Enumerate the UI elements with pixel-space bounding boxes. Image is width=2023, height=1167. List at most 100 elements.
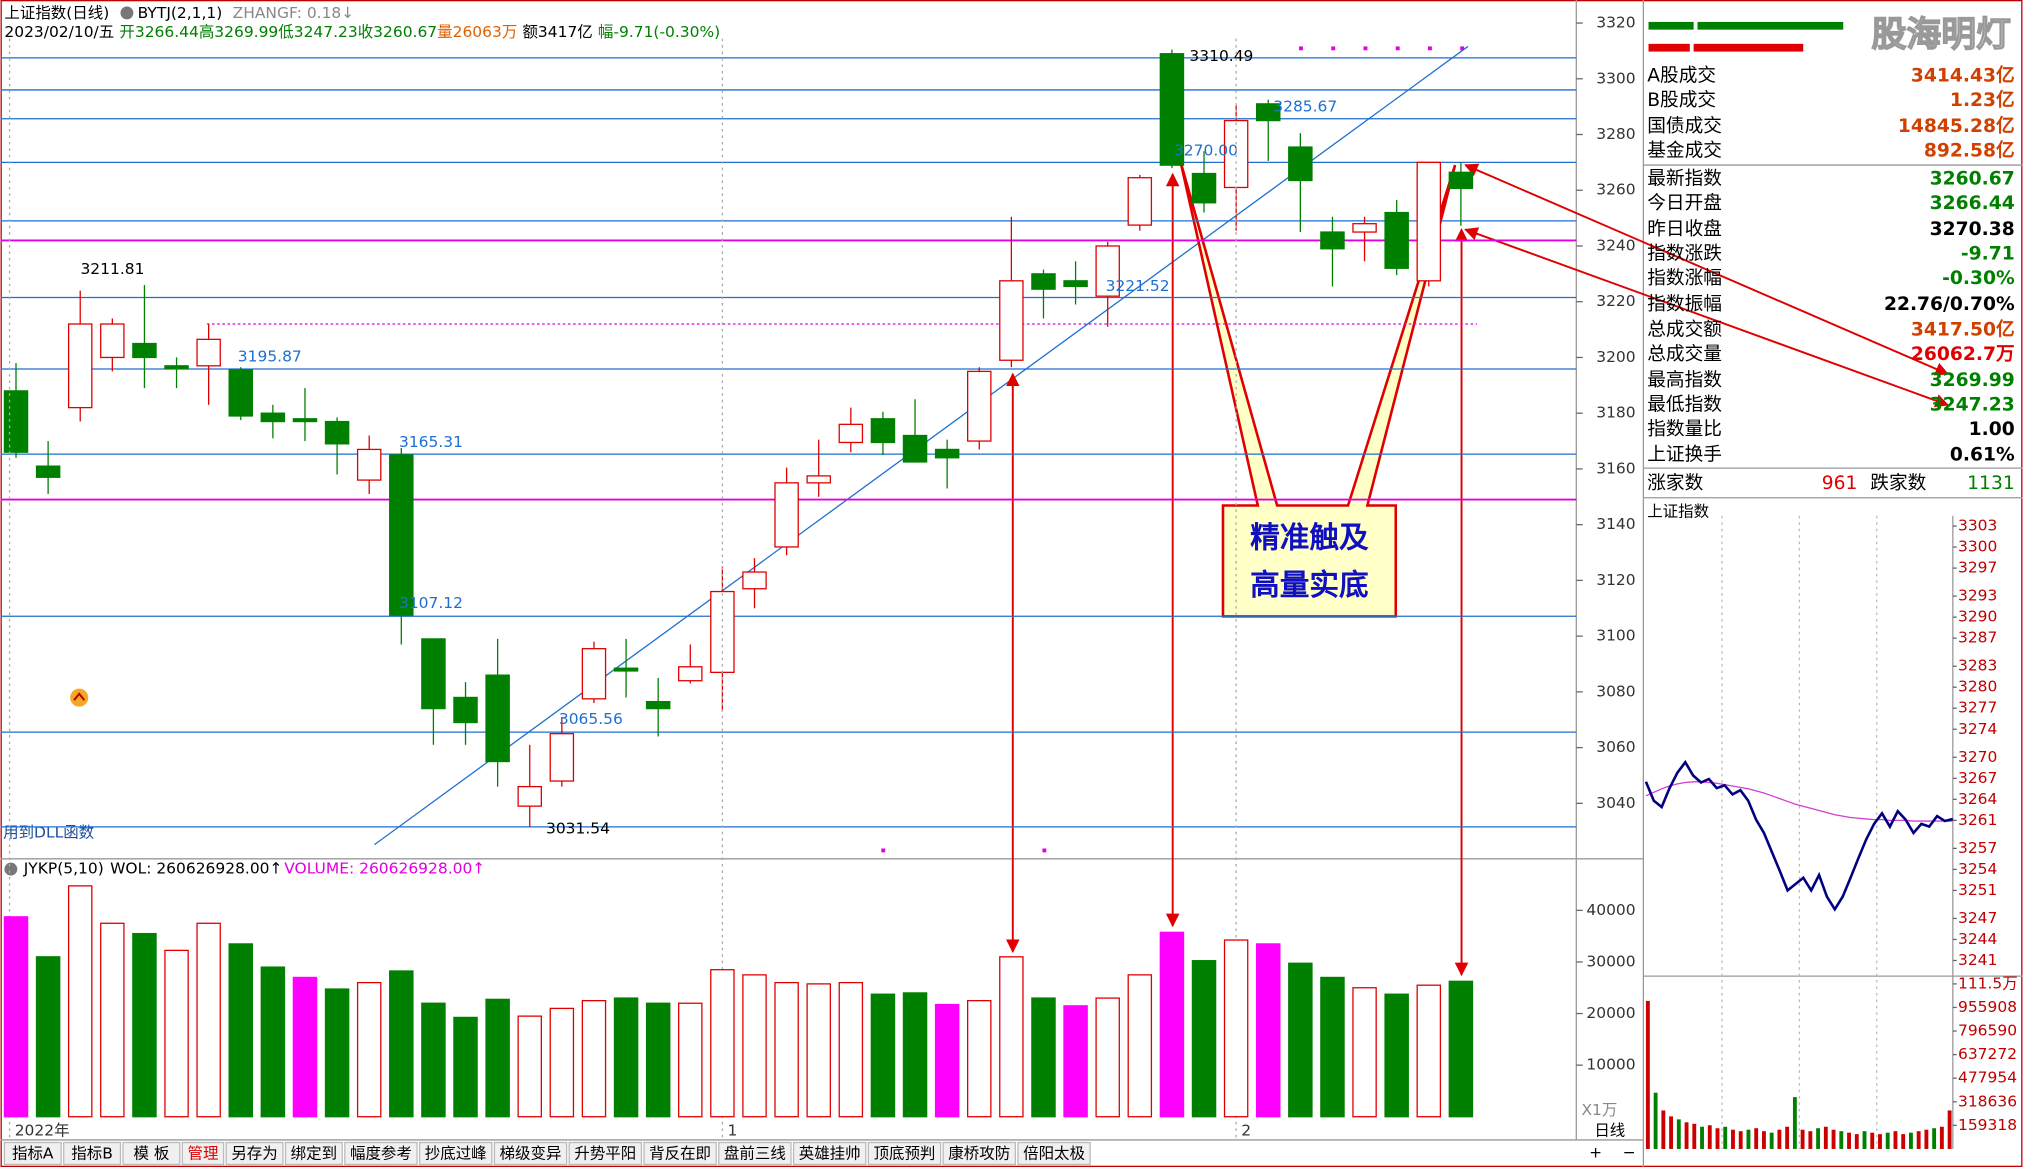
panel-label: 指数振幅 bbox=[1647, 294, 1722, 315]
candle-body bbox=[67, 323, 93, 409]
period-label[interactable]: 日线 bbox=[1594, 1121, 1625, 1139]
tab-label[interactable]: 绑定到 bbox=[291, 1145, 337, 1163]
tab[interactable] bbox=[3, 1141, 62, 1166]
intraday-volume-bar bbox=[1769, 1132, 1774, 1149]
tab-label[interactable]: 顶底预判 bbox=[874, 1145, 936, 1163]
header-volume: 量26063万 bbox=[437, 23, 517, 41]
y-tick-label: 10000 bbox=[1586, 1056, 1635, 1074]
intraday-volume-bar bbox=[1839, 1131, 1844, 1149]
volume-bar bbox=[967, 1000, 992, 1118]
tab-label[interactable]: 英雄挂帅 bbox=[799, 1145, 861, 1163]
tab-label[interactable]: 梯级变异 bbox=[500, 1145, 562, 1163]
tab-label[interactable]: 倍阳太极 bbox=[1023, 1145, 1085, 1163]
candle-body bbox=[1384, 211, 1409, 269]
panel-label: 国债成交 bbox=[1647, 116, 1722, 137]
candle-body bbox=[902, 434, 928, 463]
tab-label[interactable]: 升势平阳 bbox=[574, 1145, 636, 1163]
icon bbox=[4, 862, 18, 876]
callout-text: 精准触及 bbox=[1250, 520, 1369, 555]
tab-label[interactable]: 指标A bbox=[12, 1145, 54, 1163]
intraday-volume-bar bbox=[1916, 1131, 1921, 1149]
y-tick-label: 3160 bbox=[1596, 459, 1635, 477]
candle-body bbox=[292, 418, 318, 423]
intraday-volume-bar bbox=[1854, 1134, 1859, 1149]
y-tick-label: 3270 bbox=[1958, 748, 1997, 766]
intraday-volume-bar bbox=[1754, 1128, 1759, 1149]
candle-body bbox=[228, 369, 254, 417]
header-date: 2023/02/10/五 bbox=[4, 23, 114, 41]
tab-label[interactable]: 另存为 bbox=[231, 1145, 277, 1163]
volume-bar bbox=[710, 969, 735, 1118]
candle-body bbox=[1320, 231, 1345, 250]
tab[interactable] bbox=[418, 1141, 493, 1166]
tab-label[interactable]: 指标B bbox=[71, 1145, 113, 1163]
volume-bar bbox=[389, 970, 414, 1118]
tab[interactable] bbox=[122, 1141, 181, 1166]
panel-label: 今日开盘 bbox=[1647, 193, 1722, 214]
y-tick-label: 3293 bbox=[1958, 587, 1997, 605]
candle-body bbox=[678, 666, 703, 682]
tab[interactable] bbox=[181, 1141, 225, 1166]
annotation: 3270.00 bbox=[1174, 141, 1238, 159]
intraday-volume-bar bbox=[1932, 1128, 1937, 1149]
y-tick-label: 955908 bbox=[1958, 998, 2017, 1016]
tab-label[interactable]: 抄底过峰 bbox=[425, 1145, 487, 1163]
zoom-out[interactable]: − bbox=[1623, 1143, 1636, 1161]
candle-body bbox=[453, 696, 478, 724]
intraday-volume-bar bbox=[1707, 1125, 1712, 1149]
volume-bar bbox=[164, 949, 189, 1118]
y-tick-label: 796590 bbox=[1958, 1022, 2017, 1040]
header-open: 开3266.44 bbox=[119, 23, 198, 41]
tab[interactable] bbox=[942, 1141, 1017, 1166]
tab[interactable] bbox=[792, 1141, 867, 1166]
volume-bar bbox=[838, 981, 864, 1118]
volume-bar bbox=[453, 1016, 478, 1118]
volume-bar bbox=[100, 922, 125, 1118]
candle-body bbox=[870, 418, 896, 444]
y-tick-label: 3300 bbox=[1958, 538, 1997, 556]
signal-dot bbox=[1428, 46, 1432, 51]
y-tick-label: 3180 bbox=[1596, 404, 1635, 422]
tab-label[interactable]: 康桥攻防 bbox=[948, 1145, 1010, 1163]
y-tick-label: 3060 bbox=[1596, 738, 1635, 756]
tab-label[interactable]: 模 板 bbox=[133, 1145, 169, 1163]
tab-label[interactable]: 管理 bbox=[188, 1145, 219, 1163]
panel-value: 3266.44 bbox=[1930, 193, 2015, 214]
y-tick-label: 3267 bbox=[1958, 769, 1997, 787]
arrows bbox=[1006, 163, 1949, 977]
intraday-volume-bar bbox=[1816, 1128, 1821, 1149]
tab[interactable] bbox=[1017, 1141, 1091, 1166]
ratio-bar bbox=[1648, 21, 1694, 30]
x-tick-label: 2022年 bbox=[15, 1121, 70, 1139]
tab[interactable] bbox=[344, 1141, 418, 1166]
tab[interactable] bbox=[63, 1141, 122, 1166]
tab[interactable] bbox=[284, 1141, 343, 1166]
tab[interactable] bbox=[568, 1141, 643, 1166]
panel-value: 3270.38 bbox=[1930, 219, 2015, 240]
panel-value: 3269.99 bbox=[1930, 370, 2015, 391]
volume-bar bbox=[67, 885, 93, 1118]
tab-label[interactable]: 背反在即 bbox=[649, 1145, 711, 1163]
x-tick-label: 2 bbox=[1241, 1121, 1251, 1139]
y-tick-label: 3261 bbox=[1958, 811, 1997, 829]
candle-body bbox=[132, 342, 157, 359]
ratio-bar bbox=[1648, 43, 1690, 52]
tab[interactable] bbox=[867, 1141, 942, 1166]
zoom-in[interactable]: + bbox=[1589, 1143, 1602, 1161]
tab[interactable] bbox=[643, 1141, 717, 1166]
y-tick-label: 318636 bbox=[1958, 1092, 2017, 1110]
tab-label[interactable]: 盘前三线 bbox=[724, 1144, 786, 1163]
tab[interactable] bbox=[718, 1141, 792, 1166]
candle-body bbox=[35, 465, 61, 478]
annotation: 3165.31 bbox=[399, 433, 463, 451]
tab[interactable] bbox=[225, 1141, 284, 1166]
intraday-volume-bar bbox=[1808, 1131, 1813, 1149]
candle-body bbox=[1063, 280, 1088, 288]
y-tick-label: 3200 bbox=[1596, 348, 1635, 366]
tab[interactable] bbox=[493, 1141, 568, 1166]
tab-label[interactable]: 幅度参考 bbox=[350, 1145, 412, 1163]
y-tick-label: 3140 bbox=[1596, 515, 1635, 533]
